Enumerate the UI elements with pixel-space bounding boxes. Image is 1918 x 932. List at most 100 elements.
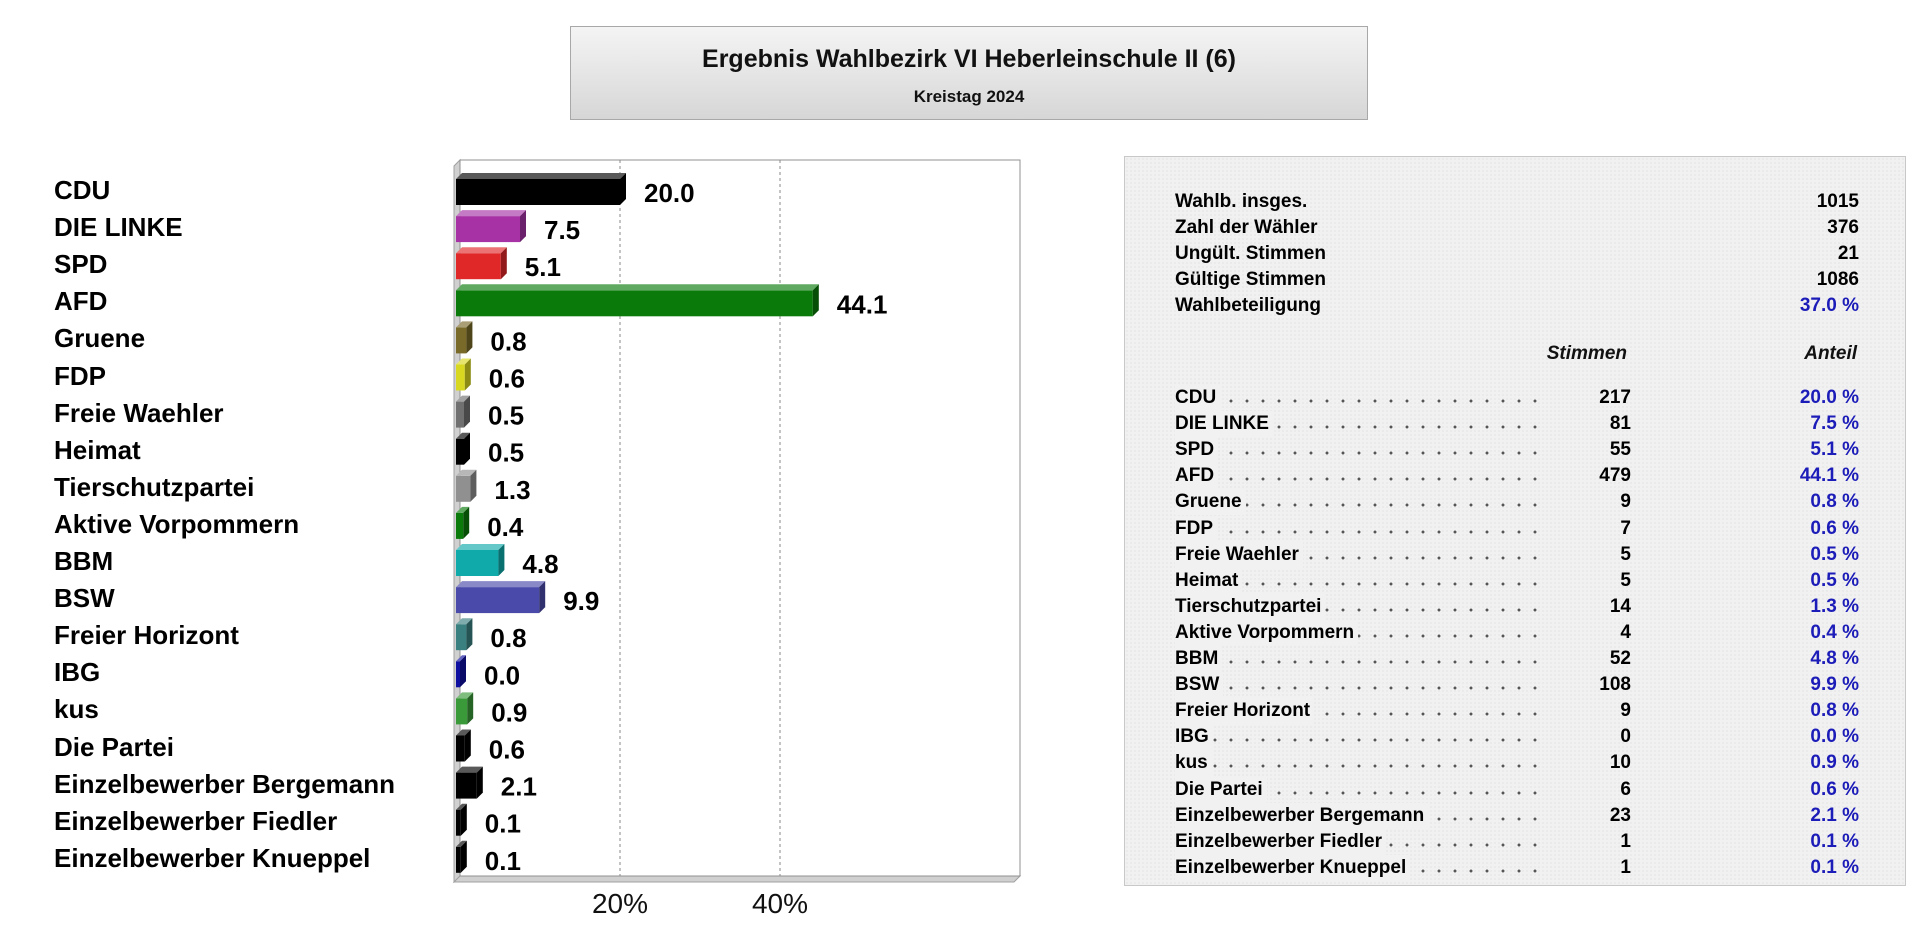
result-votes: 52 — [1609, 648, 1631, 669]
bar-side — [620, 173, 626, 205]
leader-dots — [1175, 397, 1541, 405]
bar-value-label: 5.1 — [525, 252, 561, 282]
bar-tierschutzpartei — [456, 469, 477, 502]
bar-value-label: 7.5 — [544, 215, 580, 245]
bar-value-label: 0.5 — [488, 401, 524, 431]
summary-value: 1015 — [1816, 191, 1859, 212]
result-row-die-partei: Die Partei 6 0.6 % — [1175, 776, 1859, 803]
bar-front — [456, 587, 540, 614]
bar-side — [498, 544, 505, 576]
result-party-name: CDU — [1175, 385, 1221, 411]
result-votes: 55 — [1609, 439, 1631, 461]
summary-label: Ungült. Stimmen — [1175, 243, 1326, 264]
bar-front — [456, 327, 467, 354]
bar-einzelbewerber-bergemann — [456, 766, 483, 799]
result-party-name: FDP — [1175, 515, 1217, 542]
summary-row-g-ltige-stimmen: Gültige Stimmen 1086 — [1175, 267, 1859, 293]
category-label-fdp: FDP — [54, 360, 106, 391]
bar-value-label: 0.0 — [484, 660, 520, 690]
category-label-einzelbewerber-bergemann: Einzelbewerber Bergemann — [54, 768, 395, 799]
leader-dots — [1175, 736, 1541, 745]
bar-side — [464, 432, 470, 465]
category-label-spd: SPD — [54, 249, 108, 280]
result-share: 0.5 % — [1810, 569, 1859, 591]
category-label-tierschutzpartei: Tierschutzpartei — [54, 471, 255, 502]
result-share: 5.1 % — [1810, 439, 1859, 461]
result-votes: 14 — [1609, 595, 1631, 617]
bar-top — [456, 581, 546, 588]
result-row-einzelbewerber-knueppel: Einzelbewerber Knueppel 1 0.1 % — [1175, 854, 1859, 881]
bar-side — [520, 210, 526, 243]
bar-side — [470, 469, 477, 502]
result-share: 0.4 % — [1810, 621, 1859, 643]
bar-side — [464, 729, 471, 762]
bar-side — [464, 395, 470, 428]
bar-value-label: 0.6 — [489, 735, 525, 765]
results-table-panel: Wahlb. insges. 1015 Zahl der Wähler 376 Ungü… — [1124, 156, 1906, 886]
bar-top — [456, 803, 467, 810]
result-row-cdu: CDU 217 20.0 % — [1175, 385, 1859, 411]
result-share: 0.5 % — [1810, 543, 1859, 565]
result-share: 7.5 % — [1810, 413, 1859, 435]
result-share: 0.8 % — [1810, 700, 1859, 722]
summary-value: 376 — [1827, 217, 1859, 238]
result-votes: 10 — [1609, 752, 1631, 774]
result-share: 0.9 % — [1810, 752, 1859, 774]
bar-top — [456, 840, 467, 847]
result-row-ibg: IBG 0 0.0 % — [1175, 724, 1859, 751]
leader-dots — [1175, 475, 1541, 484]
result-row-gruene: Gruene 9 0.8 % — [1175, 489, 1859, 516]
category-label-ibg: IBG — [54, 657, 101, 688]
result-share: 0.6 % — [1810, 778, 1859, 800]
bar-side — [463, 506, 470, 539]
leader-dots — [1175, 762, 1541, 771]
result-party-name: Die Partei — [1175, 776, 1267, 803]
bar-side — [500, 247, 507, 280]
bar-side — [464, 358, 471, 391]
bar-value-label: 0.4 — [487, 512, 524, 542]
result-party-name: Aktive Vorpommern — [1175, 619, 1359, 646]
bar-die-linke — [456, 210, 526, 243]
category-label-bsw: BSW — [54, 583, 115, 614]
summary-value: 1086 — [1816, 269, 1859, 290]
bar-side — [460, 803, 467, 836]
leader-dots — [1175, 501, 1541, 510]
bar-front — [456, 216, 520, 243]
result-votes: 1 — [1620, 856, 1631, 878]
bar-side — [460, 655, 466, 688]
category-label-gruene: Gruene — [54, 323, 146, 354]
bar-value-label: 1.3 — [494, 475, 530, 505]
bar-value-label: 0.1 — [485, 846, 521, 876]
bar-top — [456, 247, 507, 254]
summary-row-zahl-der-w-hler: Zahl der Wähler 376 — [1175, 215, 1859, 241]
bar-die-partei — [456, 729, 471, 762]
result-row-bsw: BSW 108 9.9 % — [1175, 672, 1859, 699]
result-share: 9.9 % — [1810, 674, 1859, 696]
bar-value-label: 0.1 — [485, 809, 521, 839]
bar-front — [456, 253, 501, 280]
category-label-cdu: CDU — [54, 175, 111, 205]
summary-label: Wahlb. insges. — [1175, 191, 1308, 212]
bar-freie-waehler — [456, 395, 470, 428]
bar-front — [456, 735, 465, 762]
result-votes: 108 — [1599, 674, 1631, 696]
category-label-heimat: Heimat — [54, 434, 141, 465]
bar-value-label: 0.8 — [490, 623, 526, 653]
category-label-freie-waehler: Freie Waehler — [54, 397, 224, 428]
bar-spd — [456, 247, 507, 280]
result-votes: 479 — [1599, 465, 1631, 487]
bar-front — [456, 661, 460, 688]
result-party-name: BBM — [1175, 646, 1223, 672]
bar-value-label: 0.5 — [488, 438, 524, 468]
result-votes: 1 — [1620, 830, 1631, 852]
result-share: 2.1 % — [1810, 804, 1859, 826]
result-votes: 217 — [1599, 387, 1631, 408]
result-row-die-linke: DIE LINKE 81 7.5 % — [1175, 411, 1859, 438]
result-party-name: IBG — [1175, 724, 1213, 751]
bar-side — [539, 581, 546, 614]
bar-value-label: 0.6 — [489, 364, 525, 394]
votes-column-header: Stimmen — [1546, 343, 1627, 364]
bar-einzelbewerber-knueppel — [456, 840, 467, 873]
bar-front — [456, 624, 467, 651]
summary-value: 37.0 % — [1799, 295, 1859, 316]
